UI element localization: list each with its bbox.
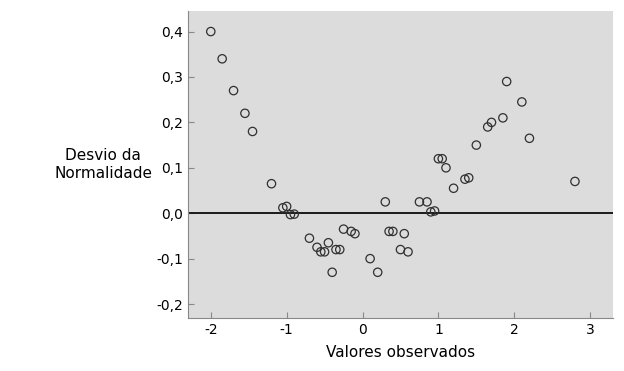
Point [373,269,383,275]
Point [464,175,474,181]
Point [429,208,439,214]
Point [327,269,337,275]
Point [228,88,238,93]
Point [334,247,344,253]
Point [285,211,295,217]
Point [422,199,432,205]
Point [384,229,394,234]
Point [281,203,291,209]
Point [403,249,413,255]
Point [319,249,329,255]
Point [248,128,258,134]
Point [206,29,216,35]
Point [323,240,333,246]
Point [331,247,341,253]
Point [346,229,356,234]
Point [312,244,322,250]
Point [524,135,534,141]
Point [570,178,580,184]
Point [434,156,444,162]
Point [240,110,250,116]
Point [441,165,451,171]
Point [517,99,527,105]
Point [339,226,349,232]
Point [498,115,508,121]
Point [460,176,470,182]
Point [502,79,512,85]
Point [399,231,409,237]
Point [414,199,424,205]
Point [471,142,481,148]
Y-axis label: Desvio da
Normalidade: Desvio da Normalidade [54,148,152,181]
Point [396,247,406,253]
Point [487,119,497,125]
Point [350,231,360,237]
Point [305,235,314,241]
Point [365,256,375,262]
X-axis label: Valores observados: Valores observados [326,345,475,360]
Point [426,209,436,215]
Point [437,156,447,162]
Point [290,211,300,217]
Point [449,185,459,191]
Point [278,205,288,211]
Point [266,181,276,187]
Point [217,56,227,62]
Point [483,124,493,130]
Point [388,229,398,234]
Point [316,249,326,255]
Point [380,199,390,205]
